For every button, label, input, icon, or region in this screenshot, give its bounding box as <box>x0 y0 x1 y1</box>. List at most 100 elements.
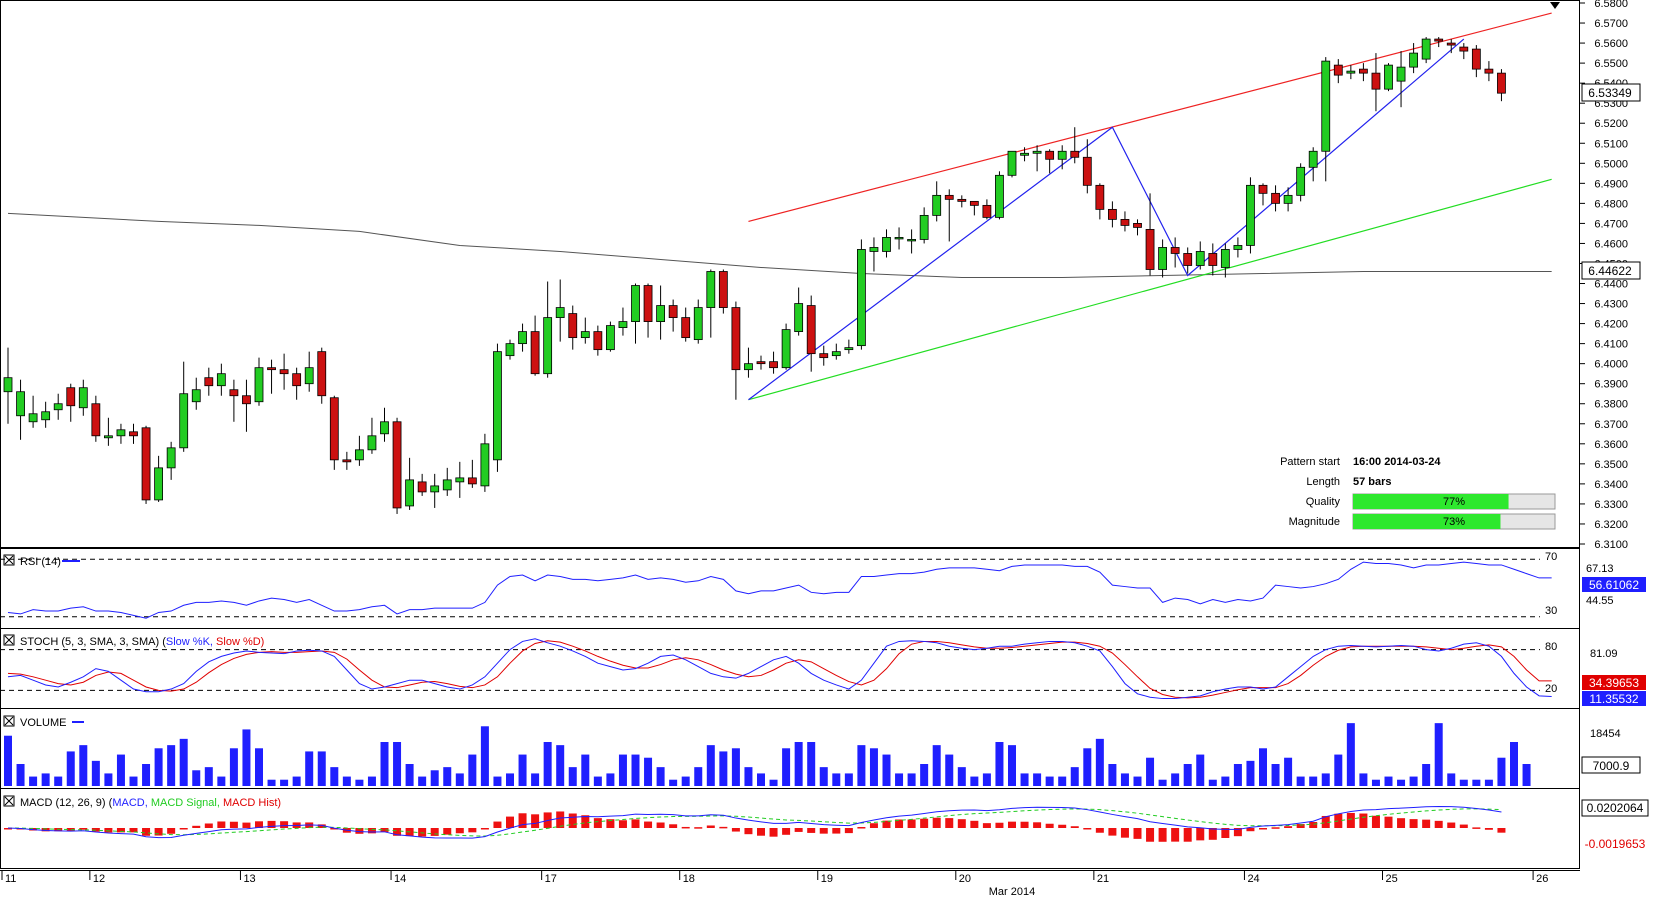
macd-hist-bar <box>493 821 502 828</box>
volume-bar <box>167 745 176 786</box>
volume-bar <box>882 754 891 786</box>
volume-bar <box>1459 779 1468 786</box>
volume-bar <box>179 738 188 786</box>
stoch-legend-k: Slow %K, <box>166 636 213 648</box>
macd-hist-bar <box>782 828 791 835</box>
rsi-tick-44: 44.55 <box>1586 595 1614 607</box>
candle-body <box>279 369 289 375</box>
candle-body <box>806 305 816 355</box>
candle-body <box>1371 72 1381 90</box>
candle-body <box>1258 184 1268 194</box>
volume-bar <box>66 751 75 786</box>
macd-hist-bar <box>480 828 489 830</box>
volume-bar <box>4 735 12 786</box>
macd-hist-bar <box>1008 821 1016 828</box>
channel-lower-line <box>748 178 1552 401</box>
macd-hist-bar <box>1158 828 1167 842</box>
volume-bar <box>1095 738 1104 786</box>
macd-hist-bar <box>1033 822 1042 828</box>
price-tick-label: 6.4300 <box>1594 299 1628 311</box>
volume-bar <box>1058 776 1067 786</box>
volume-bar <box>1447 773 1456 786</box>
macd-pane-frame <box>0 788 1580 869</box>
macd-hist-bar <box>1397 818 1406 828</box>
candle-body <box>1158 247 1167 270</box>
candle-body <box>606 325 615 351</box>
stoch-tick-20: 20 <box>1545 683 1557 695</box>
macd-hist-bar <box>794 828 803 832</box>
volume-bar <box>1434 723 1443 786</box>
price-tick-label: 6.5500 <box>1594 58 1628 70</box>
macd-hist-bar <box>79 828 88 830</box>
volume-bar <box>606 773 615 786</box>
x-day-label: 25 <box>1386 873 1398 885</box>
volume-bar <box>1133 776 1142 786</box>
macd-hist-bar <box>443 828 452 835</box>
candle-body <box>530 331 540 375</box>
candle-body <box>957 198 967 202</box>
candle-body <box>91 403 101 437</box>
macd-hist-bar <box>907 819 916 828</box>
candle-body <box>1333 64 1343 76</box>
volume-bar <box>1472 779 1481 786</box>
pattern-info: Pattern start 16:00 2014-03-24 Length 57… <box>1280 456 1556 530</box>
macd-hist-bar <box>1183 828 1192 842</box>
macd-hist-bar <box>1171 828 1180 842</box>
magnitude-bar-text: 73% <box>1443 516 1465 528</box>
price-tick-label: 6.3300 <box>1594 499 1628 511</box>
macd-hist-bar <box>242 822 251 828</box>
volume-bar <box>305 751 314 786</box>
pattern-length-value: 57 bars <box>1353 476 1392 488</box>
stoch-d-value: 34.39653 <box>1589 676 1639 690</box>
candle-body <box>204 377 214 387</box>
macd-hist-bar <box>1271 827 1280 829</box>
volume-bar <box>1158 779 1167 786</box>
volume-bar <box>342 776 351 786</box>
macd-hist-bar <box>694 827 703 829</box>
x-day-label: 21 <box>1097 873 1109 885</box>
volume-bar <box>29 776 38 786</box>
candle-body <box>543 317 553 375</box>
candle-body <box>154 467 164 501</box>
macd-legend-macd: MACD, <box>112 797 147 809</box>
macd-hist-bar <box>807 828 816 833</box>
volume-bar <box>1208 779 1217 786</box>
macd-hist-bar <box>832 828 841 834</box>
candle-body <box>1170 247 1180 254</box>
macd-hist-bar <box>1259 828 1267 830</box>
volume-bar <box>531 773 540 786</box>
candle-body <box>593 331 603 351</box>
x-day-label: 14 <box>394 873 406 885</box>
rsi-value: 56.61062 <box>1589 578 1639 592</box>
volume-bar <box>79 745 88 786</box>
volume-bar <box>480 726 489 786</box>
volume-bar <box>1397 779 1406 786</box>
volume-bar <box>1284 757 1293 786</box>
macd-hist-bar <box>116 828 125 833</box>
macd-hist-bar <box>330 828 339 830</box>
macd-hist-bar <box>317 824 326 828</box>
x-day-label: 18 <box>683 873 695 885</box>
macd-label: MACD (12, 26, 9) <box>20 797 106 809</box>
macd-hist-bar <box>1484 828 1493 830</box>
candle-body <box>1246 184 1255 246</box>
volume-bar <box>217 776 226 786</box>
rsi-tick-70: 70 <box>1545 551 1557 563</box>
x-day-label: 11 <box>5 873 16 885</box>
macd-hist-bar <box>681 826 690 829</box>
volume-bar <box>1309 776 1318 786</box>
volume-bar <box>1246 760 1255 786</box>
macd-hist-bar <box>267 820 276 828</box>
candle-body <box>229 389 239 397</box>
volume-bar <box>694 767 703 786</box>
candle-body <box>116 429 126 437</box>
volume-bar <box>982 773 991 786</box>
volume-bar <box>1070 767 1079 786</box>
pattern-magnitude-label: Magnitude <box>1289 516 1340 528</box>
macd-hist-bar <box>255 821 263 828</box>
macd-hist-bar <box>1459 824 1468 828</box>
volume-bar <box>656 767 665 786</box>
candle-body <box>1120 218 1130 226</box>
x-axis: 1112131417181920212425262728310102030407… <box>1 870 1548 898</box>
volume-bar <box>681 776 690 786</box>
